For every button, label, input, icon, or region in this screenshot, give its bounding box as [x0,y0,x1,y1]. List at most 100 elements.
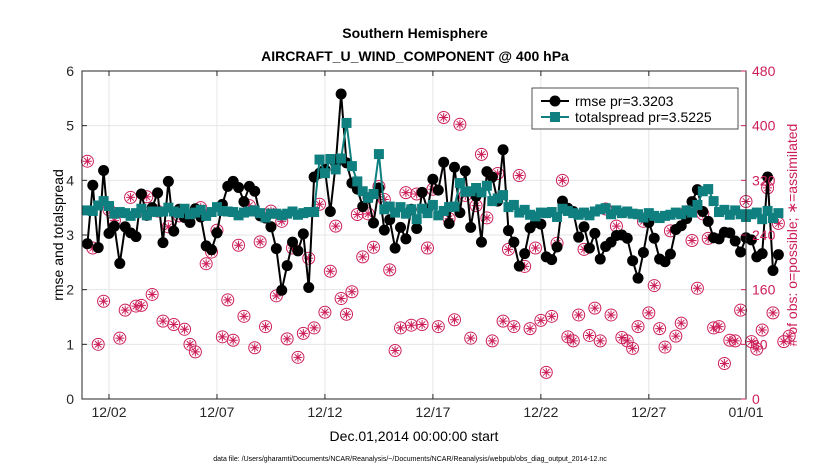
rmse-marker [432,184,444,196]
obs-assimilated-marker [390,345,400,355]
totalspread-marker [346,161,357,172]
y-tick-label: 2 [66,282,74,298]
totalspread-marker [670,207,681,218]
totalspread-marker [249,205,260,216]
totalspread-marker [773,208,784,219]
obs-possible-marker [653,322,667,336]
obs-assimilated-marker [385,265,395,275]
rmse-marker [233,181,245,193]
totalspread-marker [735,209,746,220]
obs-possible-marker [437,110,451,124]
totalspread-marker [141,210,152,221]
obs-assimilated-marker [433,322,443,332]
rmse-marker [368,217,380,229]
obs-assimilated-marker [449,315,459,325]
totalspread-marker [336,153,347,164]
obs-possible-marker [259,320,273,334]
rmse-marker [92,242,104,254]
totalspread-marker [130,208,141,219]
obs-possible-marker [383,263,397,277]
obs-assimilated-marker [503,244,513,254]
totalspread-marker [492,193,503,204]
totalspread-marker [422,208,433,219]
totalspread-marker [687,207,698,218]
chart-title: Southern Hemisphere [342,25,488,41]
y-tick-label: 3 [66,227,74,243]
legend-spread-marker [550,112,560,122]
totalspread-marker [562,205,573,216]
obs-possible-marker [296,326,310,340]
obs-assimilated-marker [784,331,794,341]
obs-possible-marker [356,250,370,264]
rmse-marker [378,224,390,236]
rmse-marker [211,227,223,239]
totalspread-marker [395,202,406,213]
legend: rmse pr=3.3203 totalspread pr=3.5225 [531,87,739,130]
obs-possible-marker [566,334,580,348]
x-tick-label: 01/01 [728,404,763,420]
obs-possible-marker [302,251,316,265]
totalspread-marker [357,186,368,197]
obs-possible-marker [528,241,542,255]
obs-possible-marker [145,287,159,301]
totalspread-marker [692,199,703,210]
totalspread-marker [708,196,719,207]
obs-assimilated-marker [331,221,341,231]
totalspread-marker [427,199,438,210]
obs-possible-marker [669,329,683,343]
legend-spread-label: totalspread pr=3.5225 [575,109,712,125]
totalspread-marker [120,208,131,219]
y-tick-label: 5 [66,118,74,134]
obs-assimilated-marker [293,352,303,362]
obs-assimilated-marker [692,283,702,293]
totalspread-marker [767,213,778,224]
rmse-marker [724,227,736,239]
obs-assimilated-marker [352,210,362,219]
obs-assimilated-marker [725,335,735,345]
obs-assimilated-marker [288,243,298,253]
obs-assimilated-marker [655,324,665,334]
obs-possible-marker [593,334,607,348]
totalspread-marker [606,209,617,220]
totalspread-marker [535,207,546,218]
totalspread-marker [643,208,654,219]
obs-possible-marker [642,306,656,320]
obs-possible-marker [545,309,559,323]
totalspread-marker [746,209,757,220]
rmse-marker [448,161,460,173]
obs-assimilated-marker [115,333,125,343]
obs-assimilated-marker [369,242,379,252]
totalspread-marker [368,189,379,199]
legend-box [531,87,739,130]
y-axis-right-label: # of obs: o=possible; ∗=assimilated [784,124,800,347]
obs-possible-marker [124,190,138,204]
obs-assimilated-marker [487,336,497,346]
obs-assimilated-marker [466,333,476,343]
rmse-marker [502,225,514,237]
totalspread-marker [552,211,563,222]
obs-assimilated-marker [644,308,654,318]
totalspread-marker [206,207,217,218]
totalspread-marker [411,214,422,225]
rmse-marker [87,179,99,191]
rmse-marker [135,188,147,200]
totalspread-marker [271,208,282,219]
totalspread-marker [341,117,352,128]
totalspread-marker [147,206,158,217]
totalspread-marker [125,210,136,221]
obs-assimilated-marker [493,169,503,178]
rmse-marker [767,265,779,277]
obs-assimilated-marker [244,201,254,211]
obs-assimilated-marker [185,339,195,349]
rmse-marker [443,218,455,230]
obs-assimilated-marker [217,332,227,342]
totalspread-marker [325,154,336,165]
obs-possible-marker [750,342,764,356]
obs-assimilated-marker [541,367,551,377]
rmse-marker [411,222,423,234]
rmse-marker [427,173,439,185]
obs-possible-marker [431,320,445,334]
obs-assimilated-marker [412,189,422,199]
obs-possible-marker [221,293,235,307]
obs-assimilated-marker [147,289,157,299]
